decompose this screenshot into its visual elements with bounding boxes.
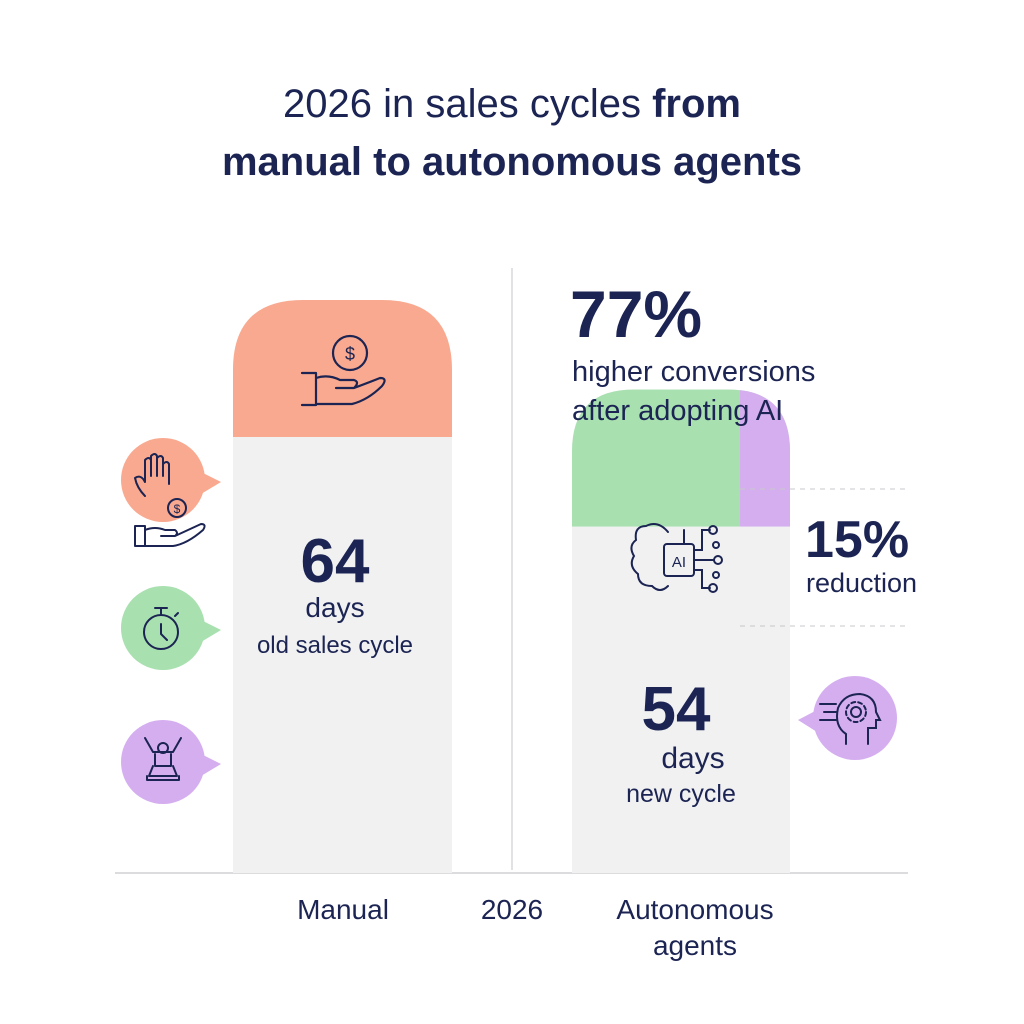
reduction-label: reduction bbox=[806, 568, 918, 598]
left-value: 64 bbox=[300, 527, 370, 596]
svg-text:$: $ bbox=[345, 344, 355, 364]
label-agents: agents bbox=[652, 930, 738, 961]
conversions-line-2: after adopting AI bbox=[572, 395, 784, 427]
label-manual: Manual bbox=[297, 894, 389, 925]
title-line-2: manual to autonomous agents bbox=[221, 140, 803, 184]
title-regular: 2026 in sales cycles bbox=[283, 82, 641, 126]
bar-autonomous bbox=[572, 389, 790, 873]
label-autonomous: Autonomous bbox=[616, 894, 774, 925]
reduction-value: 15% bbox=[805, 511, 910, 569]
head-gear-bubble bbox=[798, 676, 897, 760]
ai-brain-icon: AI bbox=[630, 523, 723, 593]
left-caption: old sales cycle bbox=[256, 632, 414, 659]
stopwatch-icon bbox=[143, 607, 179, 650]
stopwatch-bubble bbox=[121, 586, 221, 670]
head-gear-icon bbox=[819, 692, 882, 745]
right-caption: new cycle bbox=[626, 780, 736, 808]
conversions-line-1: higher conversions bbox=[572, 356, 816, 388]
title-line-1: 2026 in sales cycles from bbox=[0, 76, 1024, 132]
title-bold: from bbox=[652, 82, 741, 126]
left-unit: days bbox=[305, 592, 365, 623]
label-2026: 2026 bbox=[480, 894, 544, 925]
hand-stop-coin-bubble: $ bbox=[121, 438, 221, 547]
hand-stop-coin-icon: $ bbox=[134, 453, 206, 547]
bar-manual bbox=[233, 300, 452, 873]
svg-text:AI: AI bbox=[672, 554, 686, 571]
svg-text:$: $ bbox=[174, 502, 181, 516]
person-celebrate-bubble bbox=[121, 720, 221, 804]
person-celebrate-icon bbox=[144, 737, 182, 781]
conversions-value: 77% bbox=[570, 277, 703, 351]
right-value: 54 bbox=[641, 675, 711, 744]
right-unit: days bbox=[661, 742, 725, 775]
hand-coin-icon: $ bbox=[300, 334, 386, 407]
